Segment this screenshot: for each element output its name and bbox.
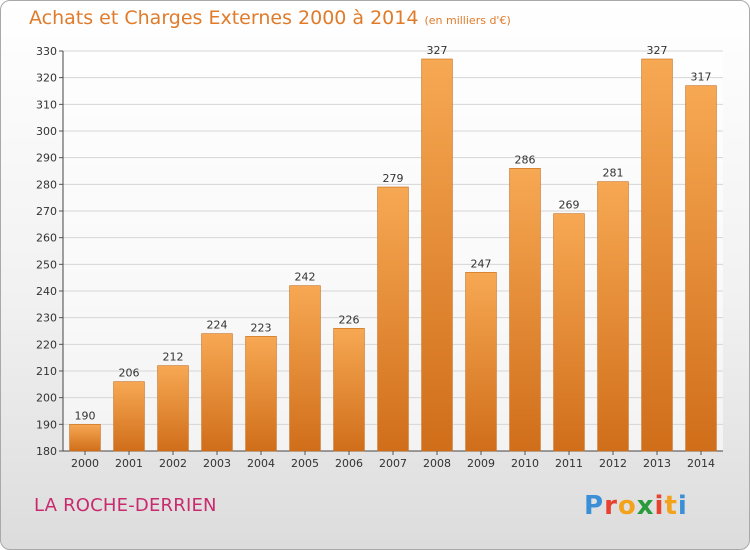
bar-2005 xyxy=(289,285,321,452)
logo-letter: P xyxy=(584,491,605,521)
data-label-2014: 317 xyxy=(691,71,712,84)
x-tick-label-2007: 2007 xyxy=(379,457,407,470)
data-label-2012: 281 xyxy=(603,167,624,180)
logo-letter: o xyxy=(617,491,637,521)
data-label-2002: 212 xyxy=(163,351,184,364)
logo-letter: i xyxy=(654,491,665,521)
y-tick-label: 200 xyxy=(36,392,57,405)
bar-2008 xyxy=(421,58,453,452)
x-tick-label-2006: 2006 xyxy=(335,457,363,470)
data-label-2007: 279 xyxy=(383,172,404,185)
x-tick-label-2000: 2000 xyxy=(71,457,99,470)
y-tick-label: 250 xyxy=(36,258,57,271)
y-tick-label: 300 xyxy=(36,125,57,138)
y-tick-label: 210 xyxy=(36,365,57,378)
bar-2007 xyxy=(377,186,409,452)
bar-2000 xyxy=(69,424,101,452)
y-tick-label: 310 xyxy=(36,98,57,111)
bar-2006 xyxy=(333,328,365,452)
x-tick-label-2008: 2008 xyxy=(423,457,451,470)
data-label-2001: 206 xyxy=(119,367,140,380)
y-tick-label: 260 xyxy=(36,232,57,245)
data-label-2004: 223 xyxy=(251,321,272,334)
y-tick-label: 180 xyxy=(36,445,57,458)
y-tick-label: 320 xyxy=(36,72,57,85)
data-label-2009: 247 xyxy=(471,257,492,270)
bar-2010 xyxy=(509,168,541,452)
x-tick-label-2011: 2011 xyxy=(555,457,583,470)
y-tick-label: 280 xyxy=(36,178,57,191)
bar-2012 xyxy=(597,181,629,452)
commune-name: LA ROCHE-DERRIEN xyxy=(34,495,217,516)
y-tick-label: 230 xyxy=(36,312,57,325)
y-tick-label: 240 xyxy=(36,285,57,298)
data-label-2011: 269 xyxy=(559,199,580,212)
chart-title: Achats et Charges Externes 2000 à 2014 (e… xyxy=(29,7,511,29)
logo-letter: r xyxy=(604,491,618,521)
proxiti-logo: Proxiti xyxy=(584,491,688,521)
x-tick-label-2005: 2005 xyxy=(291,457,319,470)
data-label-2003: 224 xyxy=(207,319,228,332)
y-tick-label: 220 xyxy=(36,338,57,351)
bar-2013 xyxy=(641,58,673,452)
logo-letter: i xyxy=(677,491,688,521)
bar-2011 xyxy=(553,213,585,452)
x-tick-label-2004: 2004 xyxy=(247,457,275,470)
x-tick-label-2010: 2010 xyxy=(511,457,539,470)
x-tick-label-2012: 2012 xyxy=(599,457,627,470)
x-tick-label-2013: 2013 xyxy=(643,457,671,470)
logo-letter: x xyxy=(636,491,655,521)
bar-2004 xyxy=(245,336,277,452)
data-label-2008: 327 xyxy=(427,44,448,57)
data-label-2000: 190 xyxy=(75,409,96,422)
data-label-2006: 226 xyxy=(339,313,360,326)
data-label-2013: 327 xyxy=(647,44,668,57)
y-tick-label: 190 xyxy=(36,418,57,431)
data-label-2005: 242 xyxy=(295,271,316,284)
x-tick-label-2003: 2003 xyxy=(203,457,231,470)
bar-2001 xyxy=(113,381,145,452)
bar-2014 xyxy=(685,85,717,452)
bar-2002 xyxy=(157,365,189,452)
x-tick-label-2001: 2001 xyxy=(115,457,143,470)
logo-letter: t xyxy=(664,491,678,521)
bar-2003 xyxy=(201,333,233,452)
x-tick-label-2002: 2002 xyxy=(159,457,187,470)
y-tick-label: 290 xyxy=(36,152,57,165)
x-tick-label-2009: 2009 xyxy=(467,457,495,470)
y-tick-label: 330 xyxy=(36,45,57,58)
bar-2009 xyxy=(465,272,497,452)
y-tick-label: 270 xyxy=(36,205,57,218)
data-label-2010: 286 xyxy=(515,153,536,166)
x-tick-label-2014: 2014 xyxy=(687,457,715,470)
chart-unit: (en milliers d'€) xyxy=(424,14,511,27)
chart-title-text: Achats et Charges Externes 2000 à 2014 xyxy=(29,7,419,29)
